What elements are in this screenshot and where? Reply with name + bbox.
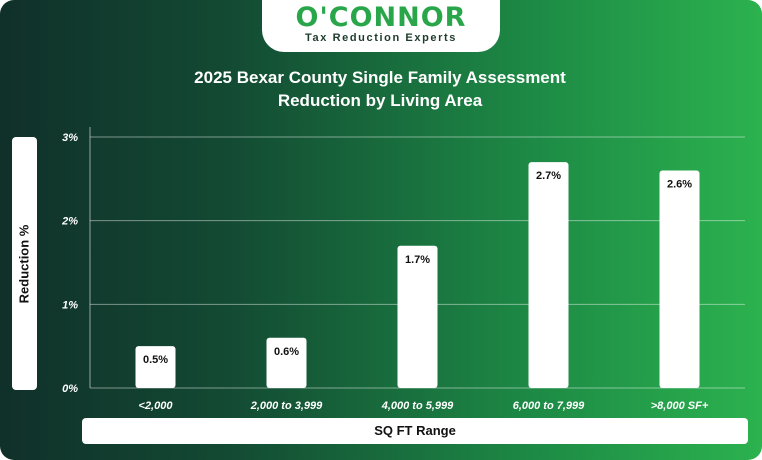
brand-logo: O'CONNOR [295,2,467,33]
y-tick-label: 3% [62,132,78,144]
x-tick-label: 4,000 to 5,999 [381,400,454,412]
bar [528,162,569,388]
x-tick-label: 2,000 to 3,999 [250,400,323,412]
x-axis-label: SQ FT Range [82,418,748,444]
brand-tagline: Tax Reduction Experts [305,32,457,44]
y-tick-label: 2% [61,216,78,228]
y-tick-label: 1% [62,299,78,311]
bar [659,170,700,388]
y-tick-label: 0% [62,383,78,395]
chart-title-line-2: Reduction by Living Area [277,91,483,110]
chart-title: 2025 Bexar County Single Family Assessme… [100,66,660,112]
bar-data-label: 0.5% [143,354,168,366]
logo-tab: O'CONNOR Tax Reduction Experts [262,0,500,52]
bar [135,346,176,388]
bar-data-label: 2.7% [536,170,561,182]
chart-title-line-1: 2025 Bexar County Single Family Assessme… [194,68,566,87]
bar-data-label: 0.6% [274,346,299,358]
bar [397,245,438,388]
bar-data-label: 2.6% [667,178,692,190]
bar-data-label: 1.7% [405,254,430,266]
x-tick-label: <2,000 [139,400,174,412]
bar [266,337,307,388]
x-tick-label: >8,000 SF+ [651,400,709,412]
x-tick-label: 6,000 to 7,999 [513,400,585,412]
y-axis-label-box [12,137,37,390]
